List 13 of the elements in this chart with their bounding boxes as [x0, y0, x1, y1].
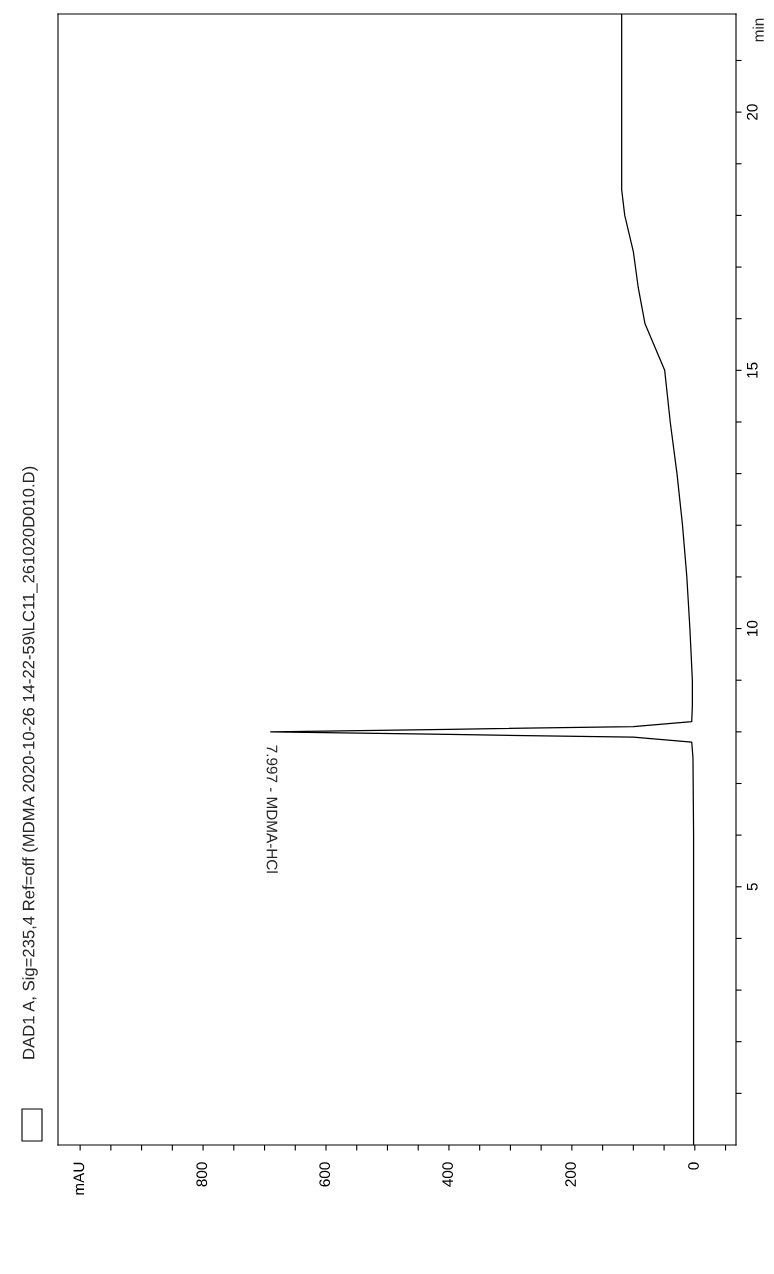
x-tick-label: 600: [319, 1162, 331, 1187]
annotation: 7.997 - MDMA-HCl: [266, 745, 278, 873]
y-tick-label: 10: [746, 620, 758, 636]
x-tick-label: mAU: [73, 1162, 85, 1195]
y-axis-title: min: [752, 18, 764, 42]
y-tick-label: 5: [746, 883, 758, 891]
x-tick-label: 200: [565, 1162, 576, 1187]
y-tick-label: 15: [746, 362, 758, 378]
x-tick-label: 400: [442, 1162, 454, 1187]
text: DAD1 A, Sig=235,4 Ref=off (MDMA 2020-10-26 14-22-59\LC11_261020D010.D): [22, 466, 38, 1059]
y-tick-label: 20: [746, 104, 758, 120]
x-tick-label: 0: [688, 1162, 699, 1170]
x-tick-label: 800: [196, 1162, 208, 1187]
